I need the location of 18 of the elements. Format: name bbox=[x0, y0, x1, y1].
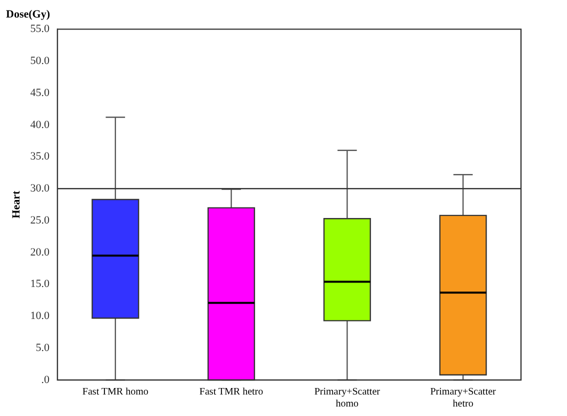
y-axis-title: Heart bbox=[10, 190, 22, 218]
y-tick-label: 30.0 bbox=[30, 182, 50, 195]
x-tick-label: Fast TMR hetro bbox=[199, 386, 264, 398]
y-tick-label: 55.0 bbox=[30, 23, 50, 36]
y-tick-label: 35.0 bbox=[30, 150, 50, 163]
y-tick-label: .0 bbox=[41, 374, 50, 386]
y-tick-label: 20.0 bbox=[30, 246, 50, 258]
x-tick-label: Primary+Scatter homo bbox=[314, 386, 381, 410]
chart-title: Dose(Gy) bbox=[6, 8, 50, 20]
y-tick-label: 40.0 bbox=[30, 118, 50, 131]
y-tick-label: 25.0 bbox=[30, 214, 50, 226]
x-tick-label: Fast TMR homo bbox=[82, 386, 148, 398]
y-tick-label: 45.0 bbox=[30, 86, 50, 99]
x-tick-label: Primary+Scatter hetro bbox=[430, 386, 497, 410]
y-tick-label: 5.0 bbox=[36, 342, 50, 354]
y-tick-label: 15.0 bbox=[30, 278, 50, 290]
y-tick-label: 50.0 bbox=[30, 54, 50, 67]
y-tick-label: 10.0 bbox=[30, 310, 50, 322]
